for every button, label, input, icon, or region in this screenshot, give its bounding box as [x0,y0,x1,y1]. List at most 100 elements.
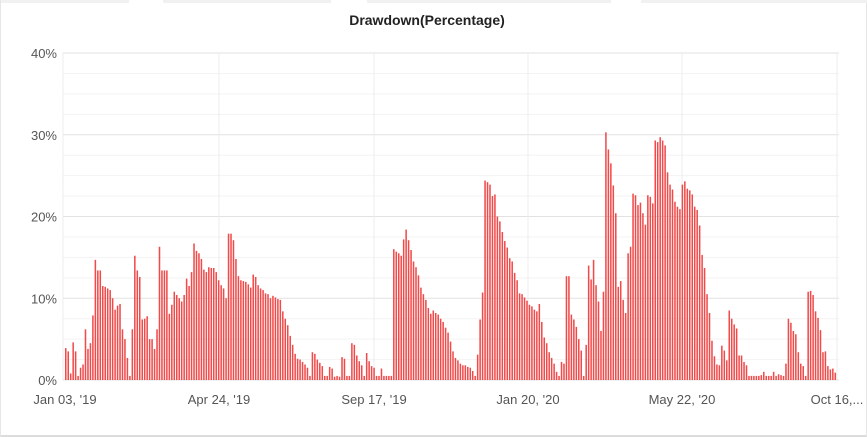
drawdown-bar [494,194,496,380]
tab-stub [163,0,331,3]
drawdown-bar [706,294,708,380]
drawdown-bar [513,272,516,380]
drawdown-bar [175,294,178,380]
drawdown-bar [760,375,763,380]
drawdown-bar [713,356,716,380]
drawdown-bar [143,318,146,380]
drawdown-bar [368,361,370,380]
drawdown-bar [286,325,289,380]
drawdown-bar [745,365,748,380]
drawdown-bar [654,140,657,380]
drawdown-bar [425,299,427,380]
drawdown-bar [802,366,804,380]
drawdown-bar [208,267,210,380]
drawdown-bar [587,265,590,380]
drawdown-bar [316,359,319,380]
drawdown-bar [716,364,718,380]
tab-stub [1,0,129,3]
drawdown-bar [467,366,469,380]
drawdown-bar [708,312,711,380]
drawdown-bar [274,297,277,380]
drawdown-bar [338,376,341,380]
drawdown-bar [726,360,728,380]
drawdown-bar [77,375,79,380]
drawdown-bar [807,291,809,380]
drawdown-bar [417,275,420,380]
drawdown-bar [151,339,153,381]
drawdown-bar [319,362,321,380]
drawdown-bar [94,259,97,380]
drawdown-bar [619,281,622,380]
drawdown-bar [661,140,664,380]
drawdown-bar [210,268,213,380]
drawdown-bar [664,145,666,380]
drawdown-bar [267,294,269,380]
drawdown-bar [200,259,203,380]
drawdown-bar [131,329,134,380]
drawdown-bar [444,327,447,380]
tab-stub [367,0,611,3]
drawdown-bar [215,272,217,380]
drawdown-bar [365,353,368,380]
drawdown-bar [550,357,553,380]
drawdown-bar [217,280,220,380]
drawdown-bar [827,366,829,380]
drawdown-bar [309,375,311,380]
drawdown-bar [676,206,679,380]
drawdown-bar [230,233,232,380]
drawdown-bar [814,311,817,380]
drawdown-bar [138,277,141,380]
drawdown-bar [99,270,102,380]
drawdown-bar [166,270,168,380]
x-tick-label: Oct 16,... [811,392,864,407]
drawdown-bar [358,361,361,380]
drawdown-bar [161,270,163,380]
drawdown-bar [272,295,274,380]
drawdown-bar [738,355,740,380]
drawdown-bar [711,340,713,380]
drawdown-bar [388,375,390,380]
drawdown-bar [607,149,610,380]
drawdown-bar [797,352,800,380]
drawdown-bar [629,246,632,380]
drawdown-bar [296,358,299,380]
drawdown-bar [790,322,792,380]
drawdown-bar [153,348,156,380]
drawdown-bar [323,375,326,380]
drawdown-bar [84,329,87,380]
drawdown-bar [656,142,659,380]
y-tick-label: 20% [31,210,57,225]
drawdown-bar [679,209,681,380]
drawdown-bar [158,246,161,380]
drawdown-bar [225,298,227,380]
drawdown-bar [249,287,252,380]
drawdown-bar [301,362,304,380]
drawdown-bar [504,241,506,380]
drawdown-bar [617,286,620,380]
drawdown-bar [291,344,294,380]
y-axis-ticks: 0% 10% 20% 30% 40% [31,46,57,388]
drawdown-bar [227,233,230,380]
drawdown-bar [341,357,343,380]
drawdown-bar [555,371,558,380]
drawdown-bar [136,270,139,380]
drawdown-bar [82,364,84,380]
drawdown-bar [232,240,235,380]
drawdown-bar [755,375,758,380]
drawdown-bar [284,318,287,380]
drawdown-bar [775,375,777,380]
drawdown-bar [235,259,237,380]
drawdown-bar [536,311,538,380]
drawdown-bar [481,292,484,380]
drawdown-bar [800,363,802,380]
drawdown-bar [375,375,378,380]
top-tab-strip [1,0,867,4]
drawdown-bar [442,321,444,380]
drawdown-bar [212,268,215,380]
drawdown-bar [516,280,518,380]
drawdown-bar [666,172,669,380]
drawdown-bar [671,189,674,380]
drawdown-bar [405,229,407,380]
drawdown-bar [163,270,166,380]
drawdown-bar [471,371,474,380]
